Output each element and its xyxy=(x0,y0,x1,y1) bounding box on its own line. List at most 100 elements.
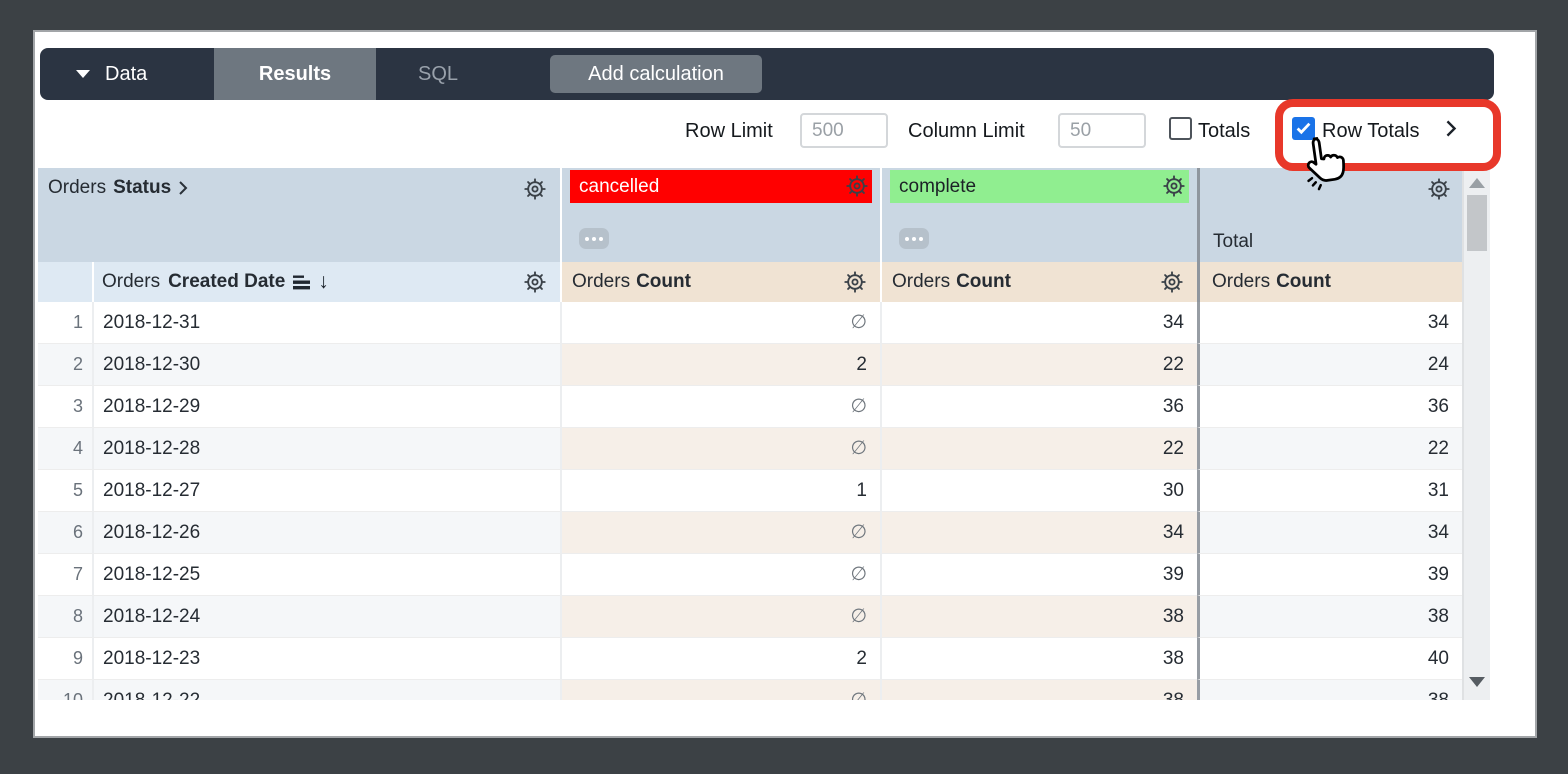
cancelled-count-cell[interactable]: 1 xyxy=(560,470,880,512)
cancelled-count-cell[interactable]: ∅ xyxy=(560,428,880,470)
row-totals-label: Row Totals xyxy=(1322,120,1420,142)
pivot-value-complete[interactable]: complete xyxy=(890,170,1189,203)
total-count-cell[interactable]: 40 xyxy=(1197,638,1462,680)
cancelled-count-cell[interactable]: ∅ xyxy=(560,512,880,554)
date-cell[interactable]: 2018-12-29 xyxy=(92,386,560,428)
total-count-cell[interactable]: 38 xyxy=(1197,680,1462,700)
row-number-header xyxy=(38,262,92,302)
pivot-ellipsis-button[interactable] xyxy=(579,228,609,249)
total-gear-icon[interactable] xyxy=(1426,176,1452,202)
row-number-cell: 9 xyxy=(38,638,92,680)
date-cell[interactable]: 2018-12-26 xyxy=(92,512,560,554)
total-count-cell[interactable]: 34 xyxy=(1197,302,1462,344)
results-table: Orders Status cancelled complete xyxy=(38,168,1490,700)
pivot-field-header[interactable]: Orders Status xyxy=(38,168,560,262)
date-cell[interactable]: 2018-12-31 xyxy=(92,302,560,344)
date-cell[interactable]: 2018-12-25 xyxy=(92,554,560,596)
pivot-field-prefix: Orders xyxy=(48,177,107,198)
total-count-cell[interactable]: 31 xyxy=(1197,470,1462,512)
table-row: 7 2018-12-25 ∅ 39 39 xyxy=(38,554,1462,596)
table-row: 8 2018-12-24 ∅ 38 38 xyxy=(38,596,1462,638)
measure-header-total-count[interactable]: Orders Count xyxy=(1197,262,1462,302)
date-cell[interactable]: 2018-12-24 xyxy=(92,596,560,638)
table-row: 9 2018-12-23 2 38 40 xyxy=(38,638,1462,680)
pivot-ellipsis-button[interactable] xyxy=(899,228,929,249)
measure-header-complete-count[interactable]: Orders Count xyxy=(880,262,1197,302)
row-limit-input[interactable] xyxy=(800,113,888,148)
collapse-triangle-icon xyxy=(76,70,90,78)
complete-count-cell[interactable]: 34 xyxy=(880,302,1197,344)
complete-count-cell[interactable]: 22 xyxy=(880,344,1197,386)
cancelled-count-cell[interactable]: ∅ xyxy=(560,554,880,596)
cancelled-count-cell[interactable]: ∅ xyxy=(560,680,880,700)
pivot-value-gear-icon[interactable] xyxy=(1161,173,1187,199)
date-cell[interactable]: 2018-12-23 xyxy=(92,638,560,680)
annotation-highlight-box xyxy=(1275,99,1501,171)
scrollbar-thumb[interactable] xyxy=(1467,195,1487,251)
measure-gear-icon[interactable] xyxy=(842,269,868,295)
complete-count-cell[interactable]: 38 xyxy=(880,638,1197,680)
cancelled-count-cell[interactable]: 2 xyxy=(560,638,880,680)
total-count-cell[interactable]: 38 xyxy=(1197,596,1462,638)
table-row: 1 2018-12-31 ∅ 34 34 xyxy=(38,302,1462,344)
totals-checkbox[interactable] xyxy=(1169,117,1192,140)
row-totals-checkbox[interactable] xyxy=(1292,117,1315,140)
row-number-cell: 8 xyxy=(38,596,92,638)
dimension-gear-icon[interactable] xyxy=(522,269,548,295)
total-count-cell[interactable]: 39 xyxy=(1197,554,1462,596)
table-row: 4 2018-12-28 ∅ 22 22 xyxy=(38,428,1462,470)
cancelled-count-cell[interactable]: ∅ xyxy=(560,386,880,428)
date-cell[interactable]: 2018-12-28 xyxy=(92,428,560,470)
dimension-header-created-date[interactable]: Orders Created Date ↓ xyxy=(92,262,560,302)
date-cell[interactable]: 2018-12-22 xyxy=(92,680,560,700)
field-header-row: Orders Created Date ↓ Orders Count Order… xyxy=(38,262,1462,302)
total-count-cell[interactable]: 22 xyxy=(1197,428,1462,470)
total-count-cell[interactable]: 24 xyxy=(1197,344,1462,386)
complete-count-cell[interactable]: 39 xyxy=(880,554,1197,596)
date-cell[interactable]: 2018-12-27 xyxy=(92,470,560,512)
pivot-gear-icon[interactable] xyxy=(522,176,548,202)
row-number-cell: 10 xyxy=(38,680,92,700)
explore-topbar: Data Results SQL Add calculation xyxy=(40,48,1494,100)
table-row: 2 2018-12-30 2 22 24 xyxy=(38,344,1462,386)
pivot-column-complete: complete xyxy=(880,168,1197,262)
tab-sql[interactable]: SQL xyxy=(417,62,459,85)
row-number-cell: 7 xyxy=(38,554,92,596)
data-section-toggle[interactable]: Data xyxy=(40,48,214,100)
complete-count-cell[interactable]: 34 xyxy=(880,512,1197,554)
complete-count-cell[interactable]: 38 xyxy=(880,596,1197,638)
table-row: 3 2018-12-29 ∅ 36 36 xyxy=(38,386,1462,428)
measure-header-cancelled-count[interactable]: Orders Count xyxy=(560,262,880,302)
complete-count-cell[interactable]: 30 xyxy=(880,470,1197,512)
row-number-cell: 6 xyxy=(38,512,92,554)
cancelled-count-cell[interactable]: ∅ xyxy=(560,596,880,638)
add-calculation-button[interactable]: Add calculation xyxy=(550,55,762,93)
measure-gear-icon[interactable] xyxy=(1159,269,1185,295)
cancelled-count-cell[interactable]: 2 xyxy=(560,344,880,386)
pivot-header-row: Orders Status cancelled complete xyxy=(38,168,1462,262)
table-row: 5 2018-12-27 1 30 31 xyxy=(38,470,1462,512)
complete-count-cell[interactable]: 22 xyxy=(880,428,1197,470)
chevron-right-icon xyxy=(178,180,188,196)
vertical-scrollbar[interactable] xyxy=(1462,168,1490,700)
tab-results[interactable]: Results xyxy=(214,48,376,100)
complete-count-cell[interactable]: 36 xyxy=(880,386,1197,428)
column-limit-input[interactable] xyxy=(1058,113,1146,148)
pivot-value-gear-icon[interactable] xyxy=(844,173,870,199)
scroll-up-arrow-icon[interactable] xyxy=(1469,178,1485,188)
table-body: 1 2018-12-31 ∅ 34 34 2 2018-12-30 2 22 2… xyxy=(38,302,1490,700)
table-row: 10 2018-12-22 ∅ 38 38 xyxy=(38,680,1462,700)
date-cell[interactable]: 2018-12-30 xyxy=(92,344,560,386)
row-number-cell: 3 xyxy=(38,386,92,428)
pivot-column-cancelled: cancelled xyxy=(560,168,880,262)
scroll-down-arrow-icon[interactable] xyxy=(1469,677,1485,687)
row-number-cell: 4 xyxy=(38,428,92,470)
row-number-cell: 2 xyxy=(38,344,92,386)
complete-count-cell[interactable]: 38 xyxy=(880,680,1197,700)
sort-descending-icon: ↓ xyxy=(318,270,329,293)
cancelled-count-cell[interactable]: ∅ xyxy=(560,302,880,344)
results-controls: Row Limit Column Limit Totals Row Totals xyxy=(35,99,1535,191)
total-count-cell[interactable]: 34 xyxy=(1197,512,1462,554)
total-count-cell[interactable]: 36 xyxy=(1197,386,1462,428)
pivot-value-cancelled[interactable]: cancelled xyxy=(570,170,872,203)
